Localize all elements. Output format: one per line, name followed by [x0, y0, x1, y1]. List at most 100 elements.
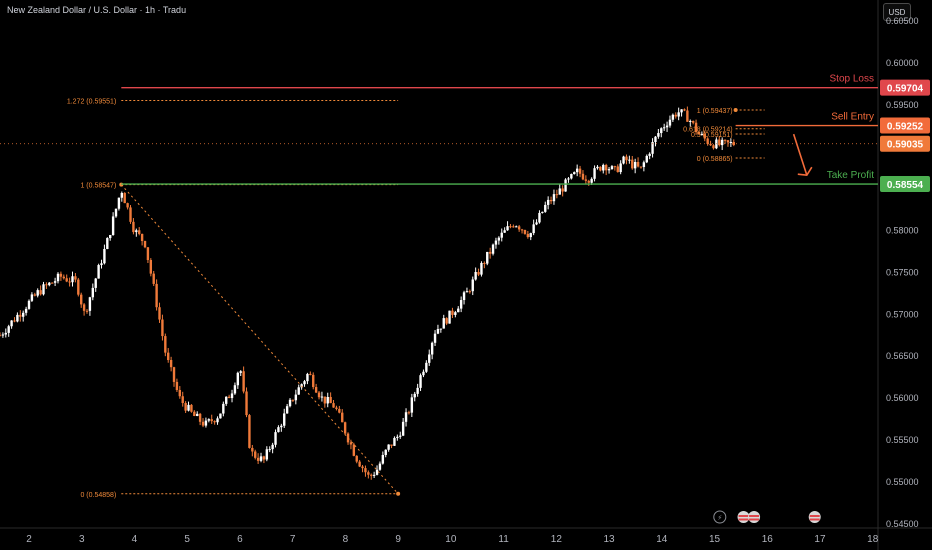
candle-body: [323, 396, 327, 404]
candle-body: [578, 168, 582, 174]
candle-body: [599, 166, 602, 171]
candle-body: [491, 244, 495, 254]
candle-body: [607, 169, 611, 171]
candle-body: [297, 387, 300, 395]
candle-body: [575, 168, 579, 173]
candle-body: [613, 166, 617, 168]
x-tick-label: 17: [814, 534, 826, 545]
candle-body: [483, 262, 486, 264]
x-tick-label: 16: [762, 534, 774, 545]
candle-body: [625, 156, 628, 161]
candle-body: [506, 226, 509, 231]
candle-body: [187, 404, 190, 411]
candle-body: [552, 194, 556, 202]
candle-body: [631, 159, 634, 169]
currency-button[interactable]: USD: [883, 3, 911, 21]
candle-body: [526, 233, 530, 238]
candle-body: [193, 411, 196, 416]
candle-body: [532, 224, 535, 234]
candle-body: [538, 212, 541, 223]
candle-body: [158, 307, 161, 320]
candle-body: [274, 432, 277, 445]
candle-body: [16, 314, 19, 322]
fib-anchor-point: [733, 108, 738, 113]
candle-body: [691, 120, 695, 123]
candle-body: [129, 207, 132, 222]
candle-body: [190, 404, 193, 412]
take_profit-price-text: 0.58554: [887, 180, 924, 191]
candle-body: [515, 226, 518, 228]
candle-body: [419, 375, 422, 388]
candle-body: [436, 329, 440, 334]
candle-body: [471, 279, 474, 292]
fib-right-level-label: 0 (0.58865): [697, 156, 733, 163]
candle-body: [82, 304, 86, 311]
take_profit-price-tag: [880, 176, 930, 193]
candle-body: [236, 372, 240, 386]
candle-body: [645, 155, 648, 163]
candle-body: [288, 399, 292, 407]
candle-body: [367, 472, 370, 475]
candle-body: [422, 371, 425, 376]
candle-body: [210, 419, 213, 422]
candle-body: [529, 233, 532, 238]
candle-body: [320, 396, 324, 398]
candle-body: [80, 294, 83, 305]
candle-body: [657, 133, 660, 137]
candle-body: [71, 276, 74, 283]
candle-body: [111, 216, 115, 236]
candle-body: [201, 421, 205, 426]
candle-body: [370, 474, 373, 476]
y-tick-label: 0.55000: [886, 477, 919, 487]
candle-body: [97, 265, 100, 279]
candle-body: [332, 403, 335, 408]
candle-body: [689, 120, 692, 122]
candle-body: [285, 406, 289, 414]
candle-body: [523, 229, 527, 234]
candle-body: [372, 474, 376, 476]
x-tick-label: 9: [395, 534, 401, 545]
candle-body: [36, 290, 39, 296]
fib-anchor-point: [396, 491, 401, 496]
y-tick-label: 0.58000: [886, 225, 919, 235]
candle-body: [56, 273, 60, 282]
candle-body: [222, 403, 225, 414]
candle-body: [488, 251, 492, 254]
fib-right-level-label: 0.618 (0.59214): [683, 127, 732, 134]
candle-body: [326, 396, 329, 404]
candle-body: [262, 456, 266, 460]
x-tick-label: 6: [237, 534, 243, 545]
y-tick-label: 0.55500: [886, 435, 919, 445]
candle-body: [198, 413, 202, 422]
candle-body: [399, 435, 402, 437]
candle-body: [381, 454, 385, 464]
candle-body: [341, 412, 344, 423]
candle-body: [546, 199, 550, 205]
candle-body: [413, 393, 416, 398]
candle-body: [500, 232, 503, 238]
candle-body: [7, 326, 10, 333]
candle-body: [0, 335, 2, 337]
candle-body: [683, 109, 686, 111]
x-tick-label: 18: [867, 534, 879, 545]
x-tick-label: 5: [184, 534, 190, 545]
candle-body: [662, 127, 666, 129]
candle-body: [68, 281, 71, 283]
candle-body: [425, 362, 428, 372]
fib-left-level-label: 0 (0.54858): [80, 492, 116, 499]
candle-body: [196, 413, 199, 416]
candle-body: [454, 312, 457, 315]
candle-body: [602, 164, 605, 171]
candle-body: [117, 197, 121, 209]
candle-body: [697, 132, 701, 135]
candle-body: [309, 373, 312, 375]
candle-body: [561, 188, 564, 192]
candle-body: [387, 444, 390, 450]
candle-body: [230, 393, 234, 399]
candle-body: [358, 461, 361, 467]
candle-body: [172, 367, 176, 382]
candle-body: [596, 166, 599, 169]
candle-body: [674, 114, 677, 117]
candle-body: [393, 437, 396, 446]
